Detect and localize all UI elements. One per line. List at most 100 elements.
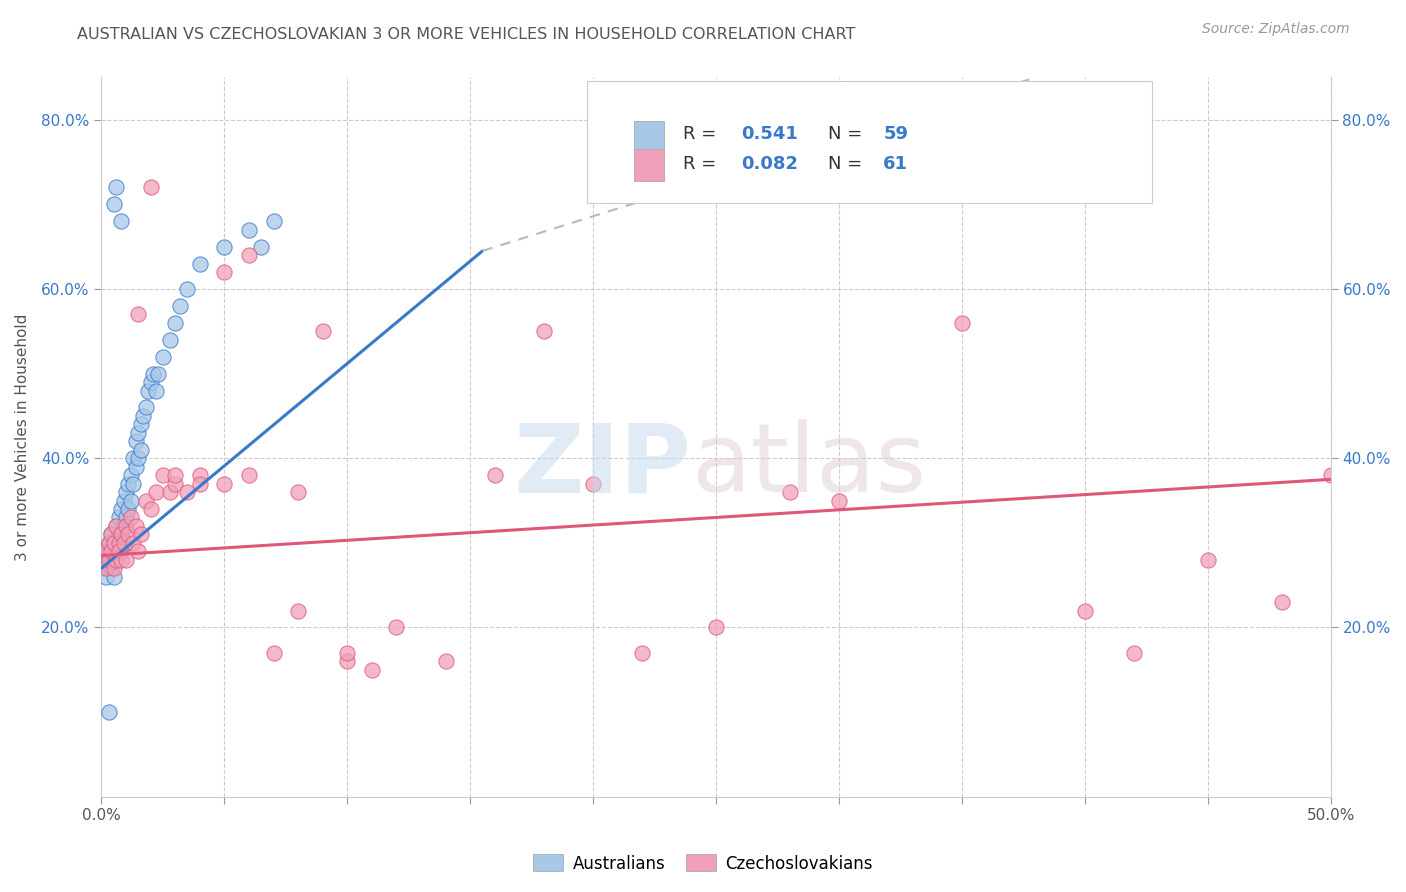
Point: [188, 468, 211, 483]
Point: [103, 197, 125, 211]
Point: [139, 180, 162, 194]
Point: [129, 527, 152, 541]
Point: [127, 451, 149, 466]
Point: [238, 248, 260, 262]
Point: [103, 569, 125, 583]
Point: [107, 510, 129, 524]
Point: [165, 316, 187, 330]
Point: [103, 553, 125, 567]
Point: [107, 544, 129, 558]
Point: [1270, 595, 1292, 609]
Point: [110, 544, 132, 558]
Point: [145, 384, 167, 398]
Text: Source: ZipAtlas.com: Source: ZipAtlas.com: [1202, 22, 1350, 37]
Point: [97, 536, 120, 550]
Point: [96, 553, 118, 567]
Point: [132, 409, 155, 423]
Point: [1197, 553, 1219, 567]
Point: [434, 654, 457, 668]
Point: [110, 527, 132, 541]
Point: [120, 510, 142, 524]
Point: [93, 561, 115, 575]
Point: [145, 485, 167, 500]
Point: [103, 536, 125, 550]
Text: atlas: atlas: [692, 419, 927, 512]
Point: [1074, 603, 1097, 617]
Legend: Australians, Czechoslovakians: Australians, Czechoslovakians: [526, 847, 880, 880]
FancyBboxPatch shape: [634, 149, 665, 181]
Text: 61: 61: [883, 155, 908, 173]
Point: [582, 476, 605, 491]
Point: [115, 510, 138, 524]
Point: [169, 299, 191, 313]
FancyBboxPatch shape: [586, 81, 1153, 203]
Point: [120, 468, 142, 483]
Point: [135, 401, 157, 415]
Point: [214, 240, 236, 254]
Point: [100, 561, 122, 575]
Point: [122, 536, 145, 550]
Point: [125, 434, 148, 449]
Point: [533, 324, 555, 338]
Y-axis label: 3 or more Vehicles in Household: 3 or more Vehicles in Household: [15, 313, 30, 561]
Point: [117, 502, 139, 516]
Point: [110, 527, 132, 541]
Point: [139, 375, 162, 389]
Point: [238, 468, 260, 483]
Point: [287, 485, 309, 500]
Text: N =: N =: [828, 125, 868, 144]
Point: [93, 544, 115, 558]
Point: [100, 527, 122, 541]
Point: [1123, 646, 1146, 660]
Text: 0.082: 0.082: [741, 155, 797, 173]
Text: AUSTRALIAN VS CZECHOSLOVAKIAN 3 OR MORE VEHICLES IN HOUSEHOLD CORRELATION CHART: AUSTRALIAN VS CZECHOSLOVAKIAN 3 OR MORE …: [77, 27, 856, 42]
Point: [105, 553, 128, 567]
Point: [779, 485, 801, 500]
Point: [122, 451, 145, 466]
Point: [127, 544, 149, 558]
Point: [152, 468, 174, 483]
Point: [152, 350, 174, 364]
Point: [97, 536, 120, 550]
Text: R =: R =: [683, 155, 721, 173]
Point: [135, 493, 157, 508]
Point: [103, 561, 125, 575]
Point: [127, 307, 149, 321]
Point: [110, 502, 132, 516]
Point: [107, 536, 129, 550]
Text: 59: 59: [883, 125, 908, 144]
Point: [110, 214, 132, 228]
Point: [165, 468, 187, 483]
Point: [115, 553, 138, 567]
Point: [125, 459, 148, 474]
Point: [336, 654, 359, 668]
Point: [142, 367, 165, 381]
Point: [105, 519, 128, 533]
Point: [110, 553, 132, 567]
Point: [105, 536, 128, 550]
Point: [103, 536, 125, 550]
Point: [146, 367, 169, 381]
Point: [97, 553, 120, 567]
Point: [287, 603, 309, 617]
Point: [100, 544, 122, 558]
Point: [176, 485, 198, 500]
Point: [631, 646, 654, 660]
Point: [96, 561, 118, 575]
Point: [115, 519, 138, 533]
Point: [112, 536, 135, 550]
Point: [214, 476, 236, 491]
Point: [828, 493, 851, 508]
FancyBboxPatch shape: [634, 120, 665, 153]
Point: [950, 316, 973, 330]
Point: [250, 240, 273, 254]
Point: [360, 663, 382, 677]
Point: [214, 265, 236, 279]
Point: [127, 425, 149, 440]
Point: [96, 569, 118, 583]
Point: [105, 180, 128, 194]
Point: [238, 223, 260, 237]
Point: [100, 527, 122, 541]
Point: [105, 553, 128, 567]
Point: [105, 519, 128, 533]
